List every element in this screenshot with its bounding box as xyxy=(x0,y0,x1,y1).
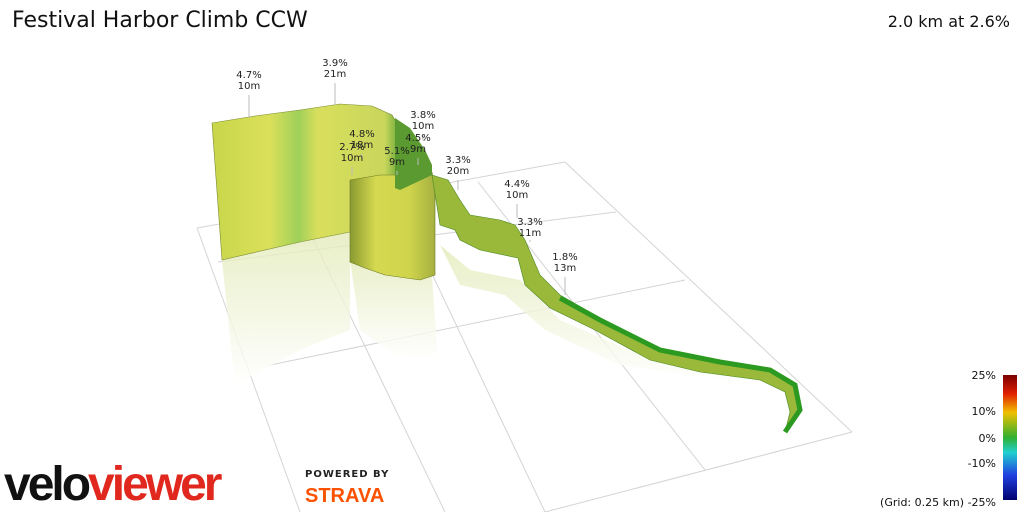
elevation-label: 18m xyxy=(351,140,373,151)
route-ribbon xyxy=(211,103,803,434)
elevation-label: 11m xyxy=(519,228,541,239)
elevation-label: 20m xyxy=(447,166,469,177)
grid-note: (Grid: 0.25 km) xyxy=(880,496,964,509)
grade-label: 4.4% xyxy=(504,179,529,190)
grade-label: 3.8% xyxy=(410,110,435,121)
grade-label: 2.7% xyxy=(339,142,364,153)
grade-label: 4.5% xyxy=(405,133,430,144)
elevation-label: 9m xyxy=(410,144,426,155)
logo: veloviewer xyxy=(4,458,222,511)
grade-label: 1.8% xyxy=(552,252,577,263)
logo-first: velo xyxy=(4,458,90,511)
grade-label: 4.8% xyxy=(349,129,374,140)
scale-label: -25% xyxy=(968,496,996,509)
elevation-label: 10m xyxy=(506,190,528,201)
grade-label: 3.9% xyxy=(322,58,347,69)
logo-second: viewer xyxy=(88,458,222,511)
grade-label: 3.3% xyxy=(445,155,470,166)
elevation-label: 10m xyxy=(412,121,434,132)
elevation-label: 21m xyxy=(324,69,346,80)
elevation-label: 10m xyxy=(341,153,363,164)
grade-label: 5.1% xyxy=(384,146,409,157)
scale-label: -10% xyxy=(968,457,996,470)
grade-label: 4.7% xyxy=(236,70,261,81)
elevation-label: 10m xyxy=(238,81,260,92)
grade-label: 3.3% xyxy=(517,217,542,228)
color-scale-labels: 25% 10% 0% -10% -25% xyxy=(968,369,996,509)
scale-label: 25% xyxy=(972,369,996,382)
annotations: 4.7%10m3.9%21m3.8%10m4.8%18m4.5%9m2.7%10… xyxy=(236,58,578,295)
elevation-label: 13m xyxy=(554,263,576,274)
title: Festival Harbor Climb CCW xyxy=(12,8,308,33)
scale-label: 0% xyxy=(979,432,996,445)
partner-logo: STRAVA xyxy=(305,485,384,507)
summary: 2.0 km at 2.6% xyxy=(888,12,1010,31)
scale-label: 10% xyxy=(972,405,996,418)
powered-by: POWERED BY xyxy=(305,469,389,480)
elevation-label: 9m xyxy=(389,157,405,168)
color-scale-bar xyxy=(1003,375,1017,500)
